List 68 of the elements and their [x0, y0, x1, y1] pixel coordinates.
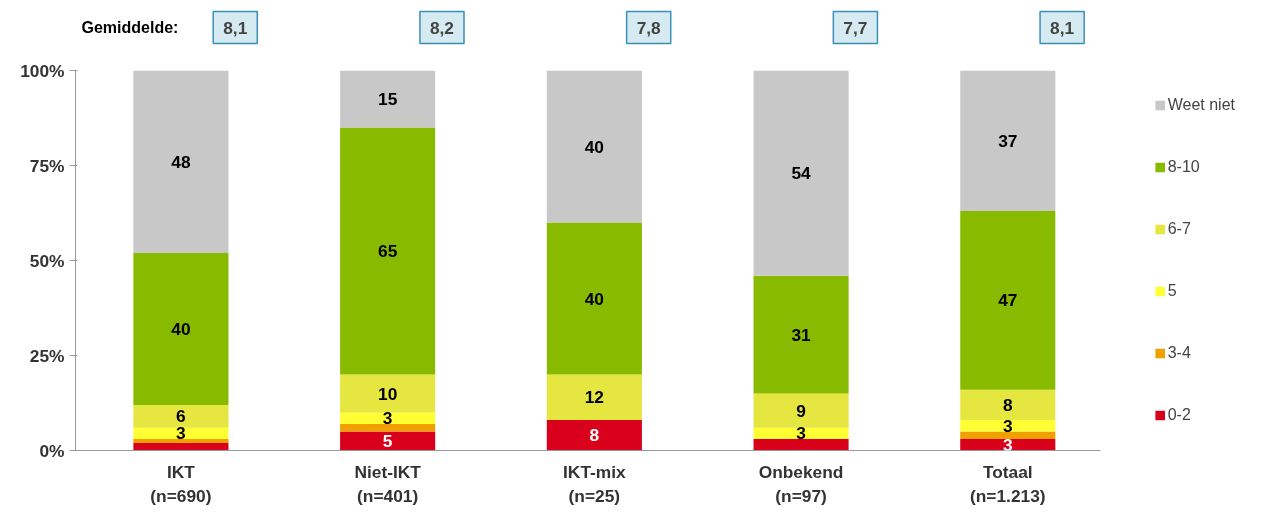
- text: 7,8: [636, 17, 662, 38]
- data-label: 65: [378, 241, 398, 261]
- bar: [340, 70, 436, 128]
- bar: [340, 431, 436, 451]
- data-label: 3: [382, 408, 393, 429]
- x-tick-label: Totaal (n=1.213): [969, 461, 1046, 506]
- bar: [960, 439, 1056, 451]
- x-tick-label: Niet-IKT (n=401): [354, 461, 422, 506]
- y-tick-label: 100%: [20, 60, 65, 81]
- bar: [133, 252, 229, 405]
- x-tick-label: Onbekend (n=97): [758, 461, 844, 506]
- text: 8,1: [223, 17, 248, 38]
- legend-label: Weet niet: [1167, 96, 1235, 114]
- data-label: 12: [584, 387, 604, 408]
- data-label: 5: [382, 431, 393, 451]
- bar: [340, 412, 436, 424]
- legend-label: 5: [1167, 282, 1178, 300]
- bar: [753, 275, 849, 394]
- data-label: 3: [1002, 415, 1013, 436]
- text: 8,1: [1050, 17, 1075, 38]
- data-label: 31: [791, 324, 812, 345]
- bar: [960, 389, 1056, 421]
- y-tick-label: 0%: [39, 440, 65, 461]
- bar: [753, 439, 849, 451]
- data-label: 40: [584, 136, 604, 157]
- data-label: 54: [791, 163, 812, 184]
- data-label: 40: [584, 288, 604, 309]
- data-label: 47: [998, 290, 1018, 311]
- data-label: 10: [378, 383, 398, 404]
- data-label: 40: [171, 318, 191, 339]
- y-tick-label: 75%: [29, 155, 65, 176]
- x-tick-label: IKT-mix (n=25): [563, 461, 627, 506]
- data-label: 37: [998, 130, 1018, 151]
- legend-label: 6-7: [1167, 220, 1191, 238]
- text: 7,7: [843, 17, 868, 38]
- data-label: 48: [171, 151, 191, 172]
- bar: [546, 222, 642, 375]
- bar: [753, 70, 849, 276]
- legend-label: 3-4: [1167, 344, 1191, 362]
- bar: [546, 420, 642, 451]
- legend-label: 8-10: [1167, 158, 1200, 176]
- bar: [133, 439, 229, 443]
- y-tick-label: 25%: [29, 345, 65, 366]
- bar: [960, 431, 1056, 440]
- y-tick-label: 50%: [29, 250, 65, 271]
- data-label: 8: [1002, 394, 1013, 415]
- bar: [546, 374, 642, 421]
- bar: [960, 70, 1056, 212]
- data-label: 15: [378, 89, 398, 109]
- bar: [753, 393, 849, 428]
- bar: [960, 420, 1056, 432]
- data-label: 9: [796, 400, 806, 421]
- bar: [133, 442, 229, 451]
- x-tick-label: IKT (n=690): [150, 461, 212, 506]
- bar: [340, 127, 436, 375]
- bar: [546, 70, 642, 223]
- bar: [133, 70, 229, 253]
- legend-label: 0-2: [1167, 406, 1191, 424]
- data-label: 8: [589, 425, 600, 446]
- data-label: 3: [796, 423, 807, 444]
- bar: [960, 211, 1056, 390]
- bar: [133, 427, 229, 440]
- bar: [340, 423, 436, 432]
- data-label: 3: [1002, 434, 1013, 455]
- text: Gemiddelde:: [81, 19, 179, 36]
- text: 8,2: [429, 17, 455, 38]
- bar: [340, 374, 436, 413]
- bar: [133, 404, 229, 428]
